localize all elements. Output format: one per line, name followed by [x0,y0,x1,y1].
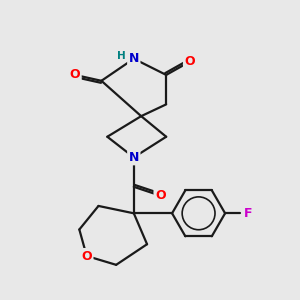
Text: H: H [117,51,126,62]
Text: O: O [184,55,195,68]
Text: N: N [129,151,139,164]
Text: F: F [244,207,252,220]
Text: O: O [155,189,166,202]
Text: O: O [81,250,92,262]
Text: N: N [129,52,139,65]
Text: O: O [70,68,80,81]
